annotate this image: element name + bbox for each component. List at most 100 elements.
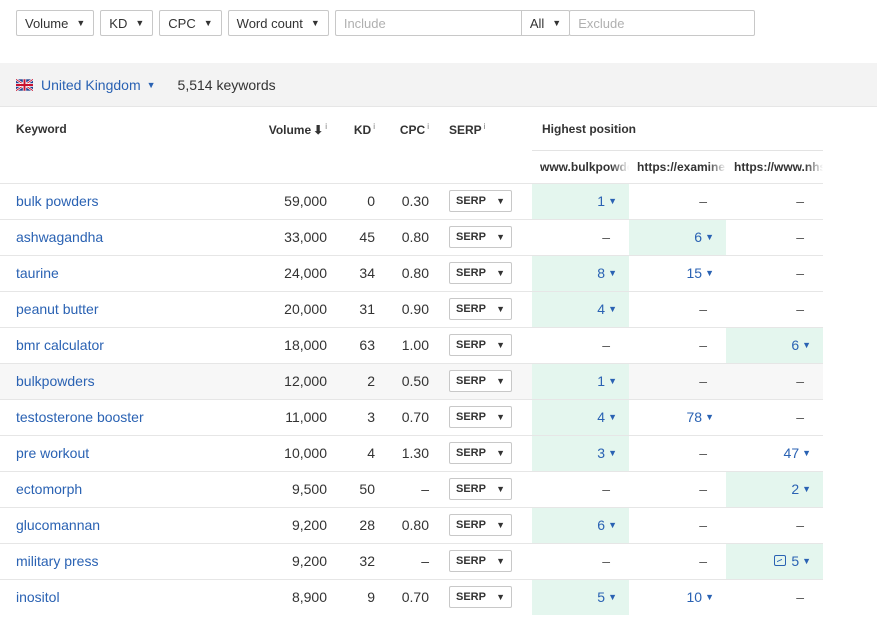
kd-filter-button[interactable]: KD ▼ [100, 10, 154, 36]
no-position: – [699, 553, 707, 569]
cpc-filter-label: CPC [168, 15, 196, 31]
keyword-link[interactable]: taurine [16, 265, 59, 281]
table-row: taurine 24,000 34 0.80 SERP ▼ 8 ▼ 15 ▼ – [0, 255, 824, 291]
position-cell: – [532, 327, 629, 363]
serp-button[interactable]: SERP ▼ [449, 514, 512, 536]
no-position: – [699, 373, 707, 389]
caret-down-icon: ▼ [608, 412, 617, 422]
site-column-header[interactable]: https://examine [629, 149, 726, 183]
volume-cell: 33,000 [284, 229, 327, 245]
serp-button-label: SERP [456, 303, 486, 315]
position-link[interactable]: 10 ▼ [687, 589, 715, 605]
keyword-link[interactable]: military press [16, 553, 99, 569]
serp-button-label: SERP [456, 447, 486, 459]
keyword-link[interactable]: inositol [16, 589, 60, 606]
position-link[interactable]: 1 ▼ [597, 373, 617, 389]
serp-button[interactable]: SERP ▼ [449, 262, 512, 284]
kd-cell: 4 [367, 445, 375, 461]
serp-button[interactable]: SERP ▼ [449, 586, 512, 609]
serp-button[interactable]: SERP ▼ [449, 334, 512, 356]
kd-cell: 50 [359, 481, 375, 497]
include-match-select[interactable]: All ▼ [520, 10, 571, 36]
position-cell: 10 ▼ [629, 579, 726, 615]
position-link[interactable]: 4 ▼ [597, 301, 617, 317]
keyword-link[interactable]: ectomorph [16, 481, 83, 497]
info-icon[interactable]: i [483, 121, 486, 131]
keyword-link[interactable]: bulk powders [16, 193, 99, 209]
position-cell: – [726, 219, 823, 255]
site-column-header[interactable]: https://www.nhs [726, 149, 824, 183]
country-selector[interactable]: United Kingdom ▼ [16, 77, 156, 93]
cpc-column-header[interactable]: CPC i [375, 108, 429, 150]
volume-cell: 12,000 [284, 373, 327, 389]
position-link[interactable]: 6 ▼ [597, 517, 617, 533]
position-link[interactable]: 47 ▼ [784, 445, 812, 461]
position-link[interactable]: 3 ▼ [597, 445, 617, 461]
position-link[interactable]: 15 ▼ [687, 265, 715, 281]
position-cell: 6 ▼ [629, 219, 726, 255]
exclude-input[interactable] [569, 10, 756, 36]
volume-column-header[interactable]: Volume ⬇ i [240, 108, 327, 150]
cpc-filter-button[interactable]: CPC ▼ [159, 10, 222, 36]
keyword-cell: glucomannan [0, 507, 240, 543]
kd-cell: 45 [359, 229, 375, 245]
kd-column-header[interactable]: KD i [327, 108, 375, 150]
table-row: bulkpowders 12,000 2 0.50 SERP ▼ 1 ▼ – – [0, 363, 824, 399]
position-value: 15 [686, 265, 703, 281]
position-link[interactable]: 78 ▼ [687, 409, 715, 425]
keyword-link[interactable]: bulkpowders [16, 373, 95, 389]
position-link[interactable]: 1 ▼ [597, 193, 617, 209]
position-value: 6 [694, 229, 703, 245]
keyword-cell: ectomorph [0, 471, 240, 507]
site-column-header[interactable]: www.bulkpowders [532, 149, 629, 183]
keyword-column-header[interactable]: Keyword [0, 108, 240, 150]
table-row: ashwagandha 33,000 45 0.80 SERP ▼ –6 ▼ – [0, 219, 824, 255]
no-position: – [602, 553, 610, 569]
kd-cell: 63 [359, 337, 375, 353]
table-row: ectomorph 9,500 50– SERP ▼ – –2 ▼ [0, 471, 824, 507]
position-link[interactable]: 6 ▼ [694, 229, 714, 245]
position-link[interactable]: 6 ▼ [791, 337, 811, 353]
info-icon[interactable]: i [427, 121, 429, 131]
position-cell: 1 ▼ [532, 363, 629, 399]
include-input[interactable] [334, 10, 521, 36]
position-value: 4 [597, 409, 606, 425]
keyword-link[interactable]: glucomannan [16, 517, 101, 533]
keyword-link[interactable]: testosterone booster [16, 409, 144, 425]
position-link[interactable]: 5 ▼ [597, 589, 617, 605]
serp-header-label: SERP [449, 122, 482, 137]
position-link[interactable]: 4 ▼ [597, 409, 617, 425]
volume-filter-button[interactable]: Volume ▼ [16, 10, 95, 36]
serp-button[interactable]: SERP ▼ [449, 298, 512, 320]
serp-button[interactable]: SERP ▼ [449, 442, 512, 464]
keyword-link[interactable]: pre workout [16, 445, 90, 461]
serp-button[interactable]: SERP ▼ [449, 226, 512, 248]
word-count-filter-button[interactable]: Word count ▼ [227, 10, 329, 36]
caret-down-icon: ▼ [802, 555, 812, 566]
serp-button[interactable]: SERP ▼ [449, 550, 512, 572]
keyword-link[interactable]: ashwagandha [16, 229, 104, 245]
cpc-cell: 0.50 [401, 373, 429, 389]
position-value: 10 [686, 589, 703, 606]
position-cell: – [532, 219, 629, 255]
serp-button[interactable]: SERP ▼ [449, 478, 512, 500]
position-value: 1 [597, 193, 606, 209]
keyword-link[interactable]: peanut butter [16, 301, 99, 317]
serp-button[interactable]: SERP ▼ [449, 190, 512, 212]
position-link[interactable]: 5 ▼ [774, 553, 811, 569]
keyword-cell: military press [0, 543, 240, 579]
info-icon[interactable]: i [373, 121, 375, 131]
position-link[interactable]: 8 ▼ [597, 265, 617, 281]
no-position: – [796, 373, 805, 389]
caret-down-icon: ▼ [705, 412, 714, 422]
no-position: – [699, 193, 707, 209]
serp-button[interactable]: SERP ▼ [449, 406, 512, 428]
keyword-cell: taurine [0, 255, 240, 291]
info-icon[interactable]: i [325, 121, 327, 131]
position-value: 78 [686, 409, 703, 425]
keyword-link[interactable]: bmr calculator [16, 337, 104, 353]
position-link[interactable]: 2 ▼ [791, 481, 811, 497]
serp-button[interactable]: SERP ▼ [449, 370, 512, 392]
serp-button-label: SERP [456, 519, 486, 531]
serp-button-label: SERP [456, 339, 486, 351]
